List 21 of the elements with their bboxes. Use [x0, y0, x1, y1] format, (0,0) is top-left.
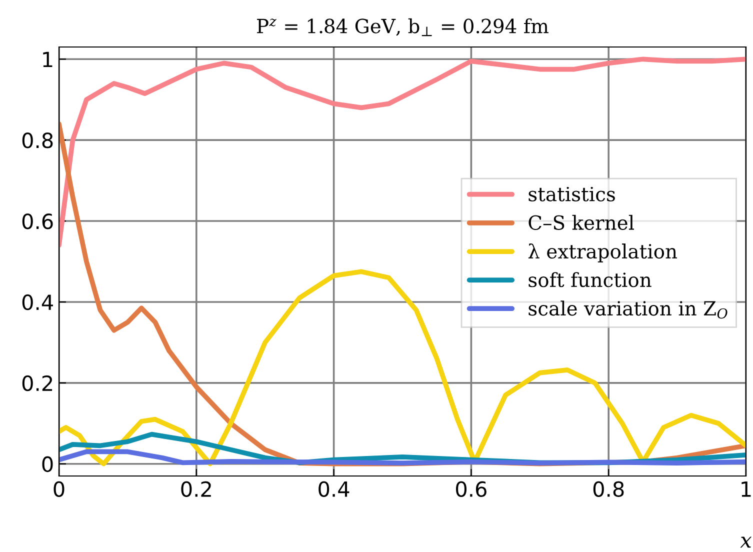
y-tick-label: 0.6: [22, 213, 53, 230]
line-series: [59, 449, 746, 466]
chart-title: P$^{z}$ = 1.84 GeV, b$_{⊥}$ = 0.294 fm: [257, 18, 548, 36]
legend-label: soft function: [528, 272, 652, 288]
legend-label: C–S kernel: [528, 214, 634, 230]
legend-label: λ extrapolation: [528, 243, 678, 262]
x-axis-title: x: [740, 536, 752, 548]
legend-label: statistics: [528, 186, 615, 202]
line-series: [59, 269, 746, 466]
x-tick-label: 0.6: [456, 481, 486, 497]
legend-label: scale variation in Z$_{O}$: [528, 300, 728, 319]
x-tick-label: 1: [742, 482, 751, 497]
x-tick-label: 0: [54, 481, 64, 497]
y-tick-label: 1: [43, 52, 52, 68]
x-tick-label: 0.4: [318, 481, 350, 497]
y-tick-label: 0: [42, 456, 53, 472]
x-tick-label: 0.2: [181, 481, 211, 497]
y-tick-label: 0.2: [22, 375, 52, 392]
y-tick-label: 0.8: [22, 132, 53, 148]
x-tick-label: 0.8: [593, 481, 624, 497]
y-tick-label: 0.4: [22, 294, 53, 310]
